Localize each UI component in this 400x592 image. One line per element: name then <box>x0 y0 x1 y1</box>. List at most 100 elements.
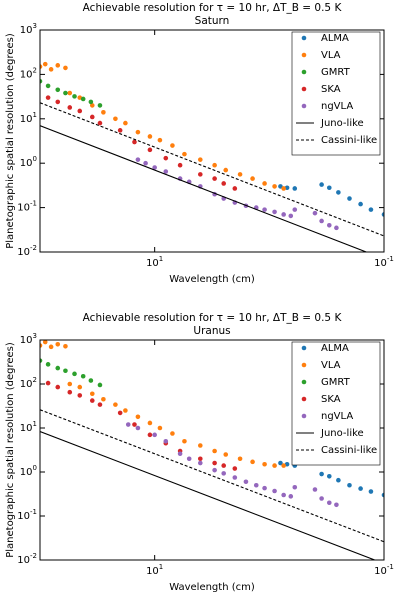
data-point <box>101 110 106 115</box>
legend-label: ngVLA <box>321 411 353 422</box>
data-point <box>221 181 227 186</box>
x-axis-label: Wavelength (cm) <box>169 582 255 592</box>
data-point <box>48 67 54 72</box>
data-point <box>135 157 141 162</box>
line <box>40 409 384 543</box>
data-point <box>223 167 229 173</box>
data-point <box>182 438 187 444</box>
data-point <box>243 479 249 485</box>
data-point <box>292 207 298 212</box>
legend-label: SKA <box>321 394 341 405</box>
data-point <box>272 184 277 189</box>
data-point <box>152 165 157 170</box>
legend-label: GMRT <box>321 377 351 388</box>
data-point <box>221 463 227 468</box>
data-point <box>237 172 243 177</box>
data-point <box>288 213 294 219</box>
legend-marker <box>301 103 307 109</box>
legend-marker <box>301 379 307 385</box>
data-point <box>55 99 61 105</box>
data-point <box>55 384 61 390</box>
data-point <box>326 185 332 191</box>
data-point <box>212 467 217 473</box>
data-point <box>123 408 128 413</box>
data-point <box>284 185 290 191</box>
x-tick-label: 101 <box>146 255 163 269</box>
data-point <box>347 196 352 201</box>
data-point <box>63 368 68 374</box>
y-axis-label: Planetographic spatial resolution (degre… <box>5 342 16 558</box>
data-point <box>157 137 163 143</box>
data-point <box>42 61 48 67</box>
data-point <box>55 87 61 93</box>
y-tick-label: 100 <box>20 464 37 478</box>
data-point <box>281 212 286 217</box>
y-tick-label: 101 <box>20 420 37 434</box>
data-point <box>163 155 169 161</box>
legend-label: Cassini-like <box>321 445 377 456</box>
data-point <box>117 128 123 133</box>
chart-title: Achievable resolution for τ = 10 hr, ΔT_… <box>83 312 343 324</box>
data-point <box>80 96 86 102</box>
axes-frame <box>39 29 385 253</box>
data-point <box>272 463 277 468</box>
legend-box <box>291 341 381 466</box>
legend-label: VLA <box>321 50 341 61</box>
legend-label: VLA <box>321 360 341 371</box>
data-point <box>381 492 384 498</box>
data-point <box>212 448 217 454</box>
data-point <box>312 210 318 216</box>
data-point <box>77 393 83 398</box>
data-point <box>281 463 286 468</box>
y-tick-label: 10-1 <box>17 508 37 522</box>
data-point <box>135 414 141 420</box>
data-point <box>147 420 153 426</box>
data-point <box>281 186 286 191</box>
data-point <box>197 456 203 462</box>
data-point <box>262 485 267 491</box>
data-point <box>278 460 283 466</box>
y-tick-label: 100 <box>20 155 37 169</box>
data-point <box>232 466 238 471</box>
data-point <box>334 502 339 508</box>
data-point <box>97 103 103 108</box>
data-point <box>40 343 43 348</box>
data-point <box>170 431 175 436</box>
data-point <box>336 477 341 483</box>
data-point <box>125 422 131 427</box>
data-point <box>89 103 95 108</box>
data-point <box>80 373 86 379</box>
data-point <box>143 160 148 166</box>
y-axis-label: Planetographic spatial resolution (degre… <box>5 33 16 249</box>
legend-label: ALMA <box>321 33 349 44</box>
data-point <box>88 99 94 105</box>
data-point <box>177 162 183 168</box>
legend-label: SKA <box>321 84 341 95</box>
axes-frame <box>39 339 385 561</box>
data-point <box>63 90 68 96</box>
chart-title: Achievable resolution for τ = 10 hr, ΔT_… <box>83 2 343 14</box>
data-point <box>292 484 298 490</box>
data-point <box>40 358 43 363</box>
legend-marker <box>301 69 307 75</box>
line <box>40 431 377 560</box>
y-tick-label: 10-1 <box>17 200 37 214</box>
legend-marker <box>301 362 307 368</box>
data-point <box>48 344 54 350</box>
data-point <box>197 443 203 448</box>
data-point <box>237 456 243 462</box>
data-point <box>292 186 298 191</box>
data-point <box>45 362 51 367</box>
data-point <box>55 365 61 371</box>
data-point <box>89 398 95 403</box>
data-point <box>288 494 294 499</box>
data-point <box>232 475 238 480</box>
data-point <box>40 78 43 84</box>
data-point <box>89 391 95 397</box>
data-point <box>319 471 324 477</box>
data-point <box>197 172 203 177</box>
data-point <box>67 105 73 110</box>
data-point <box>347 482 352 488</box>
data-point <box>182 151 187 157</box>
